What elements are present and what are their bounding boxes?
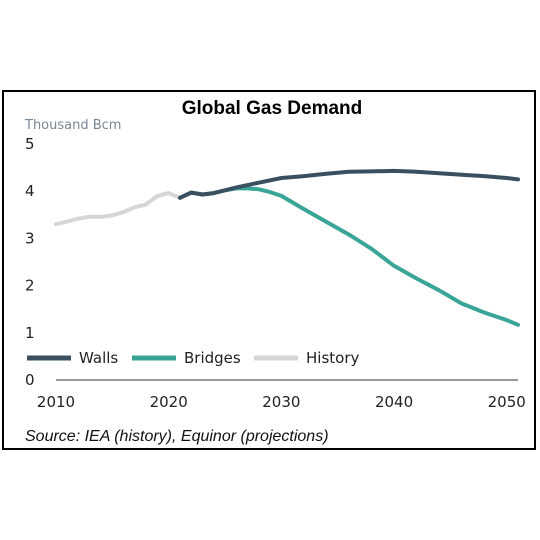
legend-label: Bridges [184,349,241,367]
x-axis-ticks: 2010 2020 2030 2040 2050 [37,393,526,411]
legend-item-history: History [254,349,359,367]
x-tick-label: 2040 [375,393,413,411]
y-tick-label: 3 [25,229,35,247]
legend-label: History [306,349,359,367]
y-tick-label: 0 [25,371,35,389]
x-tick-label: 2010 [37,393,75,411]
chart-frame: Global Gas Demand Thousand Bcm 0 1 2 3 4 5 20… [2,90,536,450]
legend-item-bridges: Bridges [132,349,241,367]
y-tick-label: 1 [25,324,35,342]
x-tick-label: 2020 [150,393,188,411]
x-tick-label: 2050 [488,393,526,411]
legend: Walls Bridges History [27,349,359,367]
y-axis-unit-label: Thousand Bcm [24,118,121,133]
y-axis-ticks: 0 1 2 3 4 5 [25,135,35,389]
series-line-history [54,191,182,227]
legend-label: Walls [79,349,118,367]
series-lines [54,168,520,327]
source-note: Source: IEA (history), Equinor (projecti… [25,428,329,445]
line-chart: Global Gas Demand Thousand Bcm 0 1 2 3 4 5 20… [24,98,526,445]
chart-title: Global Gas Demand [182,98,363,119]
y-tick-label: 2 [25,277,35,295]
legend-item-walls: Walls [27,349,118,367]
series-line-walls [178,168,520,200]
y-tick-label: 4 [25,182,35,200]
series-line-bridges [178,186,520,327]
x-tick-label: 2030 [262,393,300,411]
y-tick-label: 5 [25,135,35,153]
